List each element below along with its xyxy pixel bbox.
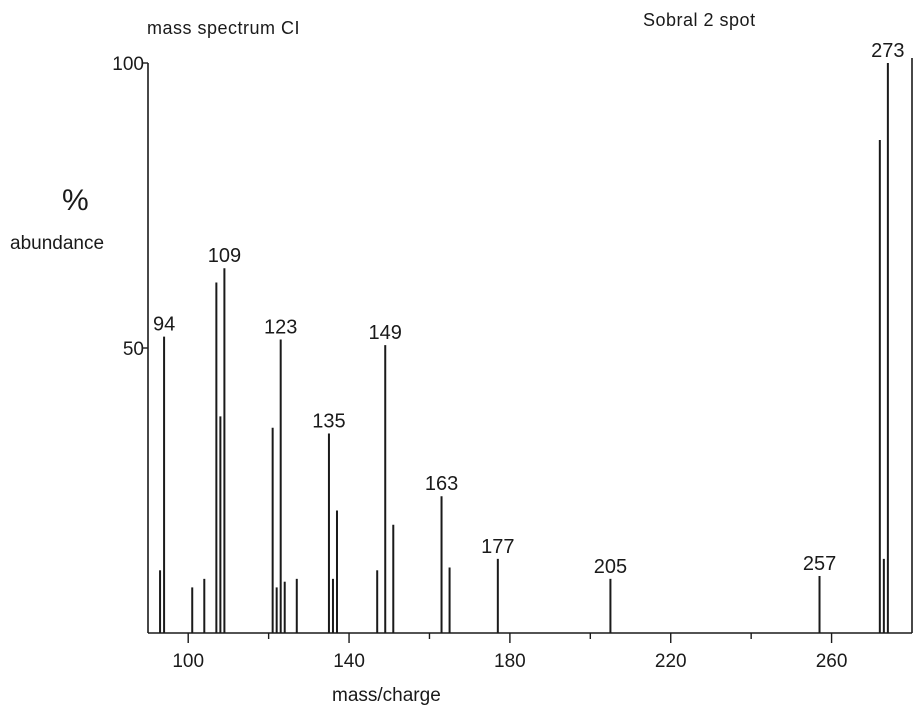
y-axis-label: abundance — [10, 233, 104, 254]
x-axis-label: mass/charge — [332, 685, 441, 706]
peak-label-94: 94 — [153, 314, 175, 336]
peak-label-109: 109 — [208, 245, 241, 267]
y-tick-label-100: 100 — [112, 54, 144, 75]
y-tick-label-50: 50 — [123, 339, 144, 360]
y-ticks: 50 100 — [112, 54, 148, 360]
peak-label-163: 163 — [425, 473, 458, 495]
chart-title: mass spectrum CI — [147, 18, 300, 38]
x-tick-label-220: 220 — [655, 651, 687, 672]
peaks — [159, 63, 889, 633]
peak-label-177: 177 — [481, 536, 514, 558]
peak-labels: 94 109 123 135 149 163 177 205 257 273 — [153, 40, 905, 578]
peak-label-135: 135 — [312, 411, 345, 433]
x-tick-label-180: 180 — [494, 651, 526, 672]
x-ticks: 100 140 180 220 260 — [172, 633, 847, 672]
x-tick-label-140: 140 — [333, 651, 365, 672]
x-tick-label-260: 260 — [816, 651, 848, 672]
x-tick-label-100: 100 — [172, 651, 204, 672]
y-axis-percent-symbol: % — [62, 184, 89, 217]
peak-label-205: 205 — [594, 556, 627, 578]
peak-label-273: 273 — [871, 40, 904, 62]
peak-label-149: 149 — [369, 322, 402, 344]
peak-label-123: 123 — [264, 316, 297, 338]
peak-label-257: 257 — [803, 553, 836, 575]
chart-subtitle: Sobral 2 spot — [643, 10, 756, 30]
